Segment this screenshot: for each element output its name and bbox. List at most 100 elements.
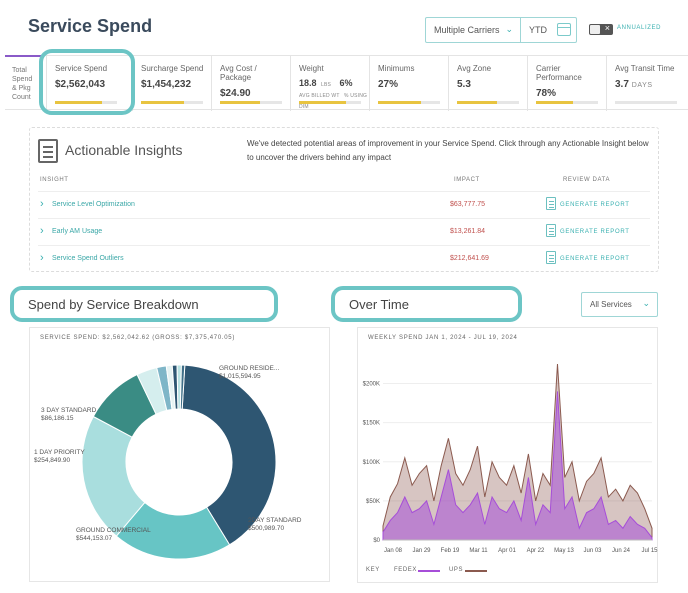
over-time-panel: WEEKLY SPEND JAN 1, 2024 - JUL 19, 2024 bbox=[357, 327, 658, 583]
slice-value: $544,153.07 bbox=[76, 535, 113, 542]
over-time-heading: Over Time bbox=[331, 286, 522, 322]
kpi-row-label: Total Spend & Pkg Count bbox=[5, 56, 43, 111]
kpi-value: 78% bbox=[536, 88, 557, 99]
kpi-value: 18.8 bbox=[299, 78, 317, 88]
donut-slice bbox=[181, 364, 277, 546]
kpi-row-label-line: Spend bbox=[12, 76, 33, 83]
kpi-progress-fill bbox=[141, 101, 185, 104]
kpi-avg-cost[interactable]: Avg Cost / Package $24.90 bbox=[211, 56, 290, 111]
kpi-avg-transit-time[interactable]: Avg Transit Time 3.7 DAYS bbox=[606, 56, 688, 111]
kpi-value: $1,454,232 bbox=[141, 79, 192, 90]
breakdown-caption: SERVICE SPEND: $2,562,042.62 (GROSS: $7,… bbox=[40, 335, 236, 341]
series-area bbox=[382, 391, 653, 541]
kpi-progress-fill bbox=[378, 101, 422, 104]
kpi-service-spend[interactable]: Service Spend $2,562,043 bbox=[46, 56, 132, 111]
kpi-progress bbox=[55, 101, 117, 104]
x-tick-label: Jun 24 bbox=[612, 548, 631, 554]
y-tick-label: $0 bbox=[373, 538, 380, 544]
kpi-progress-fill bbox=[536, 101, 574, 104]
insights-description: We've detected potential areas of improv… bbox=[247, 139, 649, 162]
generate-report-link[interactable]: GENERATE REPORT bbox=[560, 202, 630, 208]
kpi-progress bbox=[457, 101, 519, 104]
generate-report-link[interactable]: GENERATE REPORT bbox=[560, 229, 630, 235]
service-select[interactable]: All Services ⌄ bbox=[581, 292, 658, 317]
carrier-select[interactable]: Multiple Carriers ⌄ bbox=[425, 17, 521, 43]
kpi-row-label-line: Count bbox=[12, 94, 31, 101]
kpi-minimums[interactable]: Minimums 27% bbox=[369, 56, 448, 111]
kpi-weight[interactable]: Weight 18.8 LBS 6% AVG BILLED WT % USING… bbox=[290, 56, 369, 111]
annualized-label: ANNUALIZED bbox=[617, 25, 662, 31]
kpi-progress bbox=[299, 101, 361, 104]
x-tick-label: May 13 bbox=[554, 548, 574, 554]
service-select-value: All Services bbox=[590, 300, 632, 309]
kpi-value-wrap: 3.7 DAYS bbox=[615, 79, 688, 90]
insight-impact: $212,641.69 bbox=[450, 255, 489, 262]
kpi-label: Avg Transit Time bbox=[615, 64, 675, 73]
kpi-label: Surcharge Spend bbox=[141, 64, 204, 73]
period-select[interactable]: YTD bbox=[520, 17, 577, 43]
period-select-value: YTD bbox=[529, 25, 547, 35]
legend-key-label: KEY bbox=[366, 567, 380, 573]
review-column-header: REVIEW DATA bbox=[563, 177, 611, 183]
slice-label: 1 DAY PRIORITY bbox=[34, 449, 85, 456]
close-icon: × bbox=[604, 23, 610, 33]
kpi-progress-fill bbox=[220, 101, 261, 104]
kpi-value: $24.90 bbox=[220, 88, 251, 99]
kpi-label: Avg Cost / Package bbox=[220, 64, 257, 82]
insight-row[interactable]: › Early AM Usage $13,261.84 GENERATE REP… bbox=[38, 218, 650, 244]
chevron-right-icon: › bbox=[40, 252, 44, 264]
annualized-toggle[interactable]: × bbox=[589, 23, 613, 35]
kpi-value: 27% bbox=[378, 79, 399, 90]
service-donut-chart: GROUND RESIDE...$1,015,594.95 2DAY STANDA… bbox=[34, 364, 302, 560]
kpi-unit: DAYS bbox=[631, 82, 653, 89]
kpi-progress bbox=[536, 101, 598, 104]
insights-title: Actionable Insights bbox=[65, 142, 183, 158]
clipboard-icon bbox=[38, 139, 58, 163]
kpi-progress-fill bbox=[299, 101, 346, 104]
y-tick-label: $200K bbox=[363, 382, 380, 388]
slice-value: $500,989.70 bbox=[248, 525, 285, 532]
kpi-progress bbox=[378, 101, 440, 104]
kpi-accent bbox=[5, 55, 43, 57]
kpi-value: 6% bbox=[339, 78, 353, 88]
kpi-unit: LBS bbox=[320, 82, 332, 88]
insight-link[interactable]: Service Level Optimization bbox=[52, 201, 135, 208]
kpi-label: Avg Zone bbox=[457, 64, 492, 73]
slice-value: $1,015,594.95 bbox=[219, 373, 261, 380]
kpi-avg-zone[interactable]: Avg Zone 5.3 bbox=[448, 56, 527, 111]
kpi-progress-fill bbox=[55, 101, 102, 104]
y-tick-label: $50K bbox=[366, 499, 380, 505]
document-icon bbox=[546, 197, 556, 210]
kpi-progress-fill bbox=[457, 101, 498, 104]
kpi-value: 3.7 bbox=[615, 79, 629, 90]
kpi-row-label-line: Total bbox=[12, 67, 27, 74]
kpi-progress bbox=[141, 101, 203, 104]
insight-row[interactable]: › Service Level Optimization $63,777.75 … bbox=[38, 191, 650, 217]
kpi-sublabel: AVG BILLED WT bbox=[299, 93, 340, 99]
weekly-spend-area-chart: $0 $50K $100K $150K $200K Jan 08 Jan 29 Feb 19 M… bbox=[363, 363, 658, 554]
insight-link[interactable]: Early AM Usage bbox=[52, 228, 103, 235]
insight-impact: $63,777.75 bbox=[450, 201, 486, 208]
kpi-row-label-line: & Pkg bbox=[12, 85, 31, 92]
insight-link[interactable]: Service Spend Outliers bbox=[52, 255, 124, 262]
kpi-label: Service Spend bbox=[55, 64, 108, 73]
kpi-carrier-performance[interactable]: Carrier Performance 78% bbox=[527, 56, 606, 111]
document-icon bbox=[546, 224, 556, 237]
kpi-label: Minimums bbox=[378, 64, 415, 73]
insight-column-header: INSIGHT bbox=[40, 177, 69, 183]
kpi-row: Total Spend & Pkg Count Service Spend $2… bbox=[5, 55, 688, 111]
insight-impact: $13,261.84 bbox=[450, 228, 486, 235]
kpi-label: Weight bbox=[299, 64, 324, 73]
kpi-progress bbox=[220, 101, 282, 104]
breakdown-panel: SERVICE SPEND: $2,562,042.62 (GROSS: $7,… bbox=[29, 327, 330, 582]
chevron-right-icon: › bbox=[40, 198, 44, 210]
actionable-insights-panel: Actionable Insights We've detected poten… bbox=[29, 127, 659, 272]
kpi-surcharge-spend[interactable]: Surcharge Spend $1,454,232 bbox=[132, 56, 211, 111]
x-tick-label: Jul 15 bbox=[641, 548, 658, 554]
kpi-value: $2,562,043 bbox=[55, 79, 106, 90]
document-icon bbox=[546, 251, 556, 264]
legend-ups-label: UPS bbox=[449, 567, 464, 573]
generate-report-link[interactable]: GENERATE REPORT bbox=[560, 256, 630, 262]
chevron-right-icon: › bbox=[40, 225, 44, 237]
insight-row[interactable]: › Service Spend Outliers $212,641.69 GEN… bbox=[38, 245, 650, 271]
